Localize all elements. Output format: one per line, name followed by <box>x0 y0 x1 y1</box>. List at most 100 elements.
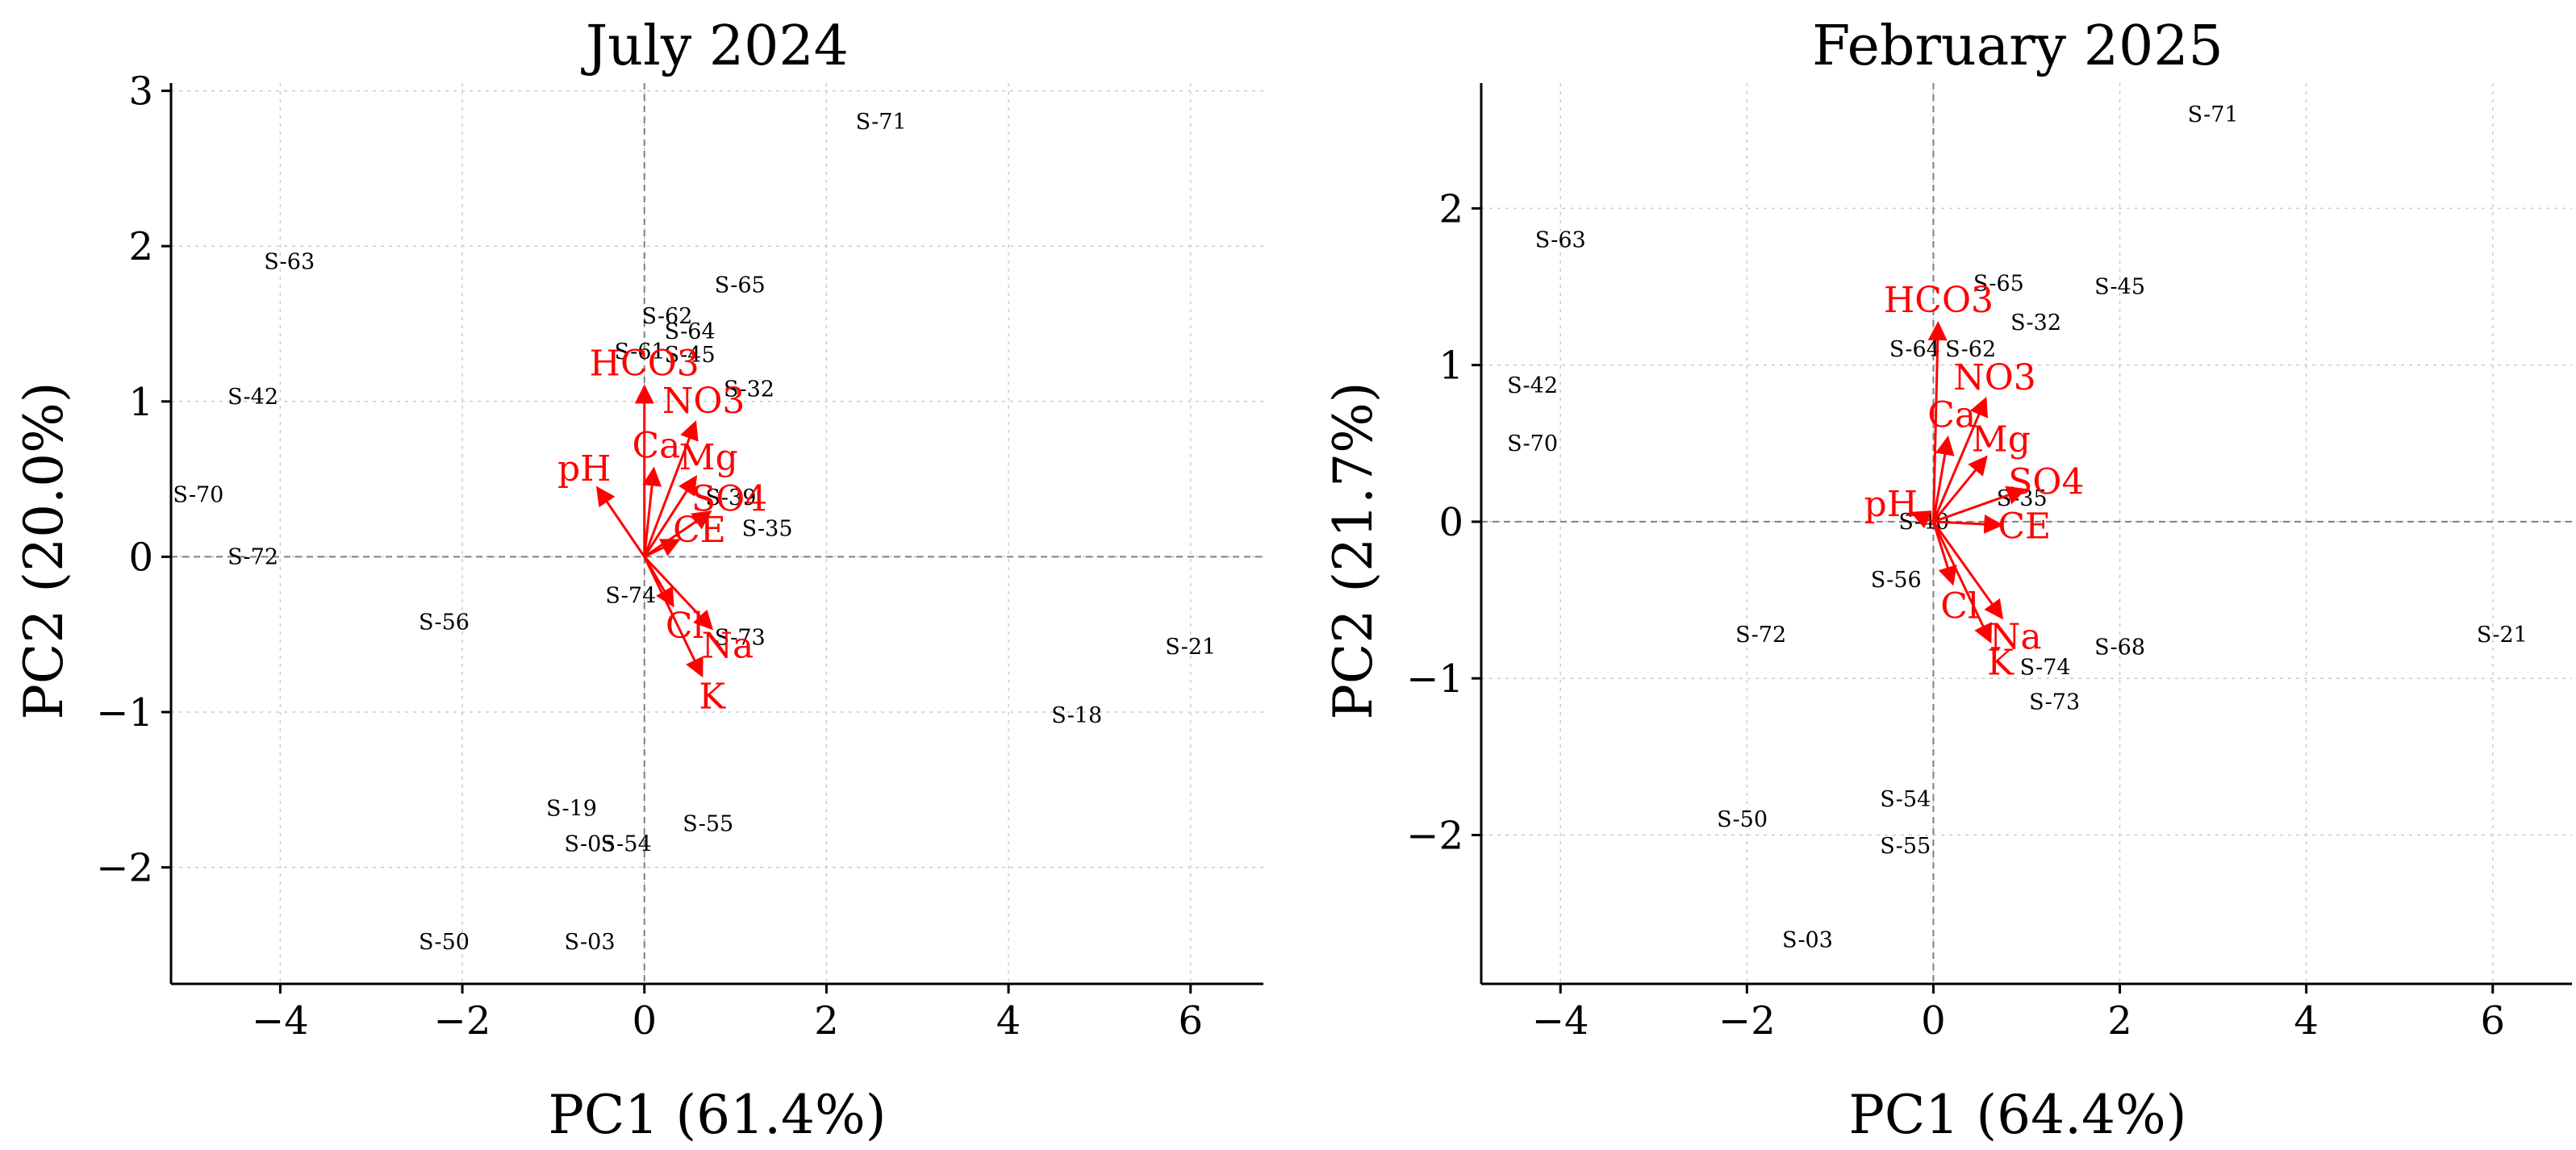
loading-label: HCO3 <box>590 343 699 384</box>
sample-point-label: S-32 <box>2010 310 2061 335</box>
loading-arrow <box>643 420 699 557</box>
sample-point-label: S-32 <box>724 377 774 402</box>
loading-arrow <box>1932 485 2027 523</box>
y-tick-label: −2 <box>1406 813 1463 858</box>
sample-point-label: S-19 <box>546 796 597 821</box>
sample-point-label: S-39 <box>705 485 756 510</box>
sample-point-label: S-55 <box>1880 834 1931 859</box>
sample-point-label: S-65 <box>1973 272 2024 297</box>
sample-point-label: S-72 <box>1735 623 1786 648</box>
sample-point-label: S-55 <box>683 812 733 837</box>
loading-arrow <box>643 556 703 678</box>
ticks: −4 −2 0 2 4 6 −2 −1 0 1 2 3 <box>96 69 1203 1044</box>
sample-point-label: S-64 <box>1889 337 1940 362</box>
loading-label: Ca <box>1927 394 1976 435</box>
sample-point-label: S-05 <box>565 832 616 857</box>
loading-label: NO3 <box>662 381 745 422</box>
x-tick-label: 2 <box>814 998 839 1044</box>
sample-point-label: S-72 <box>228 544 278 569</box>
x-tick-label: 6 <box>1178 998 1203 1044</box>
y-tick-label: 2 <box>1438 186 1463 231</box>
x-tick-label: 0 <box>632 998 657 1044</box>
sample-point-label: S-03 <box>1782 928 1833 953</box>
loading-arrow <box>595 485 645 558</box>
sample-point-label: S-54 <box>601 832 652 857</box>
chart-title: July 2024 <box>581 15 849 78</box>
y-tick-label: 0 <box>1438 500 1463 545</box>
sample-point-label: S-74 <box>605 584 656 609</box>
loading-label: Na <box>701 625 754 666</box>
loading-arrow <box>643 510 712 558</box>
loading-arrow <box>1932 521 1992 644</box>
chart-title: February 2025 <box>1812 15 2223 78</box>
y-tick-label: −2 <box>96 846 153 891</box>
sample-point-label: S-70 <box>1507 431 1558 456</box>
zero-lines <box>1481 83 2572 984</box>
x-tick-label: −2 <box>1718 998 1776 1044</box>
sample-point-label: S-56 <box>419 610 470 635</box>
loading-label: Na <box>1989 617 2042 658</box>
loading-arrow <box>1910 510 1935 529</box>
y-tick-label: 0 <box>128 535 153 580</box>
sample-point-label: S-50 <box>1717 807 1768 832</box>
loading-label: SO4 <box>691 478 767 519</box>
y-tick-label: 2 <box>128 224 153 269</box>
sample-point-label: S-35 <box>742 517 793 542</box>
sample-point-label: S-64 <box>665 319 716 344</box>
loading-arrow <box>1931 435 1955 523</box>
sample-point-label: S-65 <box>715 273 766 298</box>
loading-arrow <box>643 475 698 558</box>
biplot-july-2024: July 2024 PC1 (61.4%) PC2 (20.0%) −4 −2 0 2… <box>13 15 1263 1146</box>
x-tick-label: 4 <box>996 998 1021 1044</box>
y-axis-label: PC2 (20.0%) <box>13 381 75 719</box>
sample-point-label: S-45 <box>2094 275 2145 300</box>
sample-point-label: S-50 <box>419 930 470 955</box>
sample-point-label: S-18 <box>1051 703 1102 728</box>
loading-label: K <box>1987 643 2014 684</box>
y-tick-label: 1 <box>128 380 153 425</box>
sample-point-label: S-74 <box>2020 656 2071 681</box>
loading-arrow <box>1932 521 1957 586</box>
y-tick-label: 3 <box>128 69 153 115</box>
sample-point-label: S-71 <box>2188 102 2239 127</box>
sample-point-label: S-63 <box>264 249 315 274</box>
sample-point-label: S-63 <box>1535 227 1586 252</box>
sample-point-label: S-62 <box>641 304 692 329</box>
x-tick-label: −4 <box>252 998 309 1044</box>
loading-arrow <box>1932 455 1988 523</box>
x-tick-label: −2 <box>434 998 491 1044</box>
sample-point-label: S-03 <box>565 930 616 955</box>
loading-arrow <box>642 466 662 557</box>
sample-point-label: S-71 <box>856 110 907 135</box>
biplot-february-2025: February 2025 PC1 (64.4%) PC2 (21.7%) −4… <box>1322 15 2572 1146</box>
loading-arrow <box>1933 514 2004 534</box>
sample-point-label: S-54 <box>1880 787 1931 812</box>
loading-label: CE <box>1998 506 2051 547</box>
x-axis-label: PC1 (61.4%) <box>548 1084 886 1146</box>
loading-arrow <box>1932 521 2004 620</box>
sample-point-label: S-61 <box>615 340 666 365</box>
sample-point-label: S-73 <box>2029 690 2080 715</box>
loading-label: Ca <box>632 426 680 467</box>
loading-label: NO3 <box>1953 357 2036 398</box>
ticks: −4 −2 0 2 4 6 −2 −1 0 1 2 <box>1406 186 2505 1044</box>
sample-point-label: S-68 <box>2094 635 2145 660</box>
y-tick-label: −1 <box>1406 656 1463 702</box>
loading-arrow <box>1932 396 1989 523</box>
x-tick-label: −4 <box>1532 998 1589 1044</box>
loading-label: pH <box>557 448 612 490</box>
y-tick-label: 1 <box>1438 344 1463 389</box>
x-tick-label: 4 <box>2294 998 2319 1044</box>
x-tick-label: 2 <box>2107 998 2132 1044</box>
sample-point-label: S-56 <box>1871 568 1922 593</box>
sample-point-label: S-21 <box>1165 635 1216 660</box>
sample-point-label: S-42 <box>1507 373 1558 398</box>
loading-label: Mg <box>1972 419 2031 460</box>
x-tick-label: 0 <box>1921 998 1946 1044</box>
loading-label: SO4 <box>2008 461 2084 502</box>
sample-point-label: S-62 <box>1945 337 1996 362</box>
sample-point-label: S-70 <box>173 482 223 507</box>
